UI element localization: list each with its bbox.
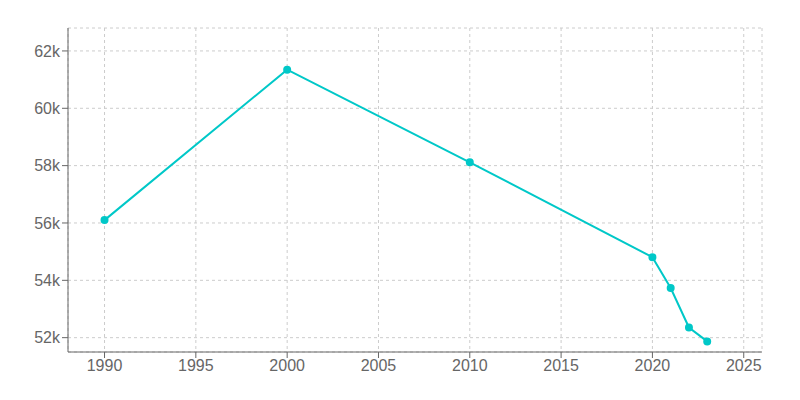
svg-text:62k: 62k (34, 43, 61, 60)
svg-text:60k: 60k (34, 100, 61, 117)
svg-text:56k: 56k (34, 215, 61, 232)
svg-text:2005: 2005 (361, 357, 397, 374)
svg-text:1990: 1990 (87, 357, 123, 374)
svg-text:54k: 54k (34, 272, 61, 289)
svg-text:2025: 2025 (726, 357, 762, 374)
svg-text:2020: 2020 (635, 357, 671, 374)
svg-text:58k: 58k (34, 157, 61, 174)
svg-text:2000: 2000 (269, 357, 305, 374)
svg-text:2015: 2015 (543, 357, 579, 374)
svg-text:2010: 2010 (452, 357, 488, 374)
svg-text:52k: 52k (34, 329, 61, 346)
svg-text:1995: 1995 (178, 357, 214, 374)
